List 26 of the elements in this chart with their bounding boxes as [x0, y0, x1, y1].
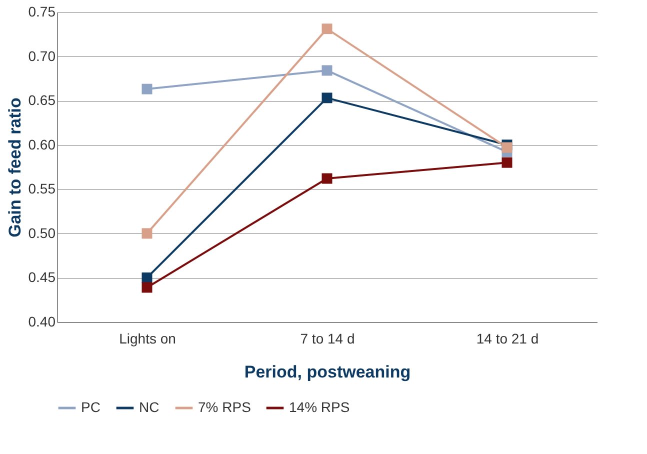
x-axis-title: Period, postweaning: [244, 362, 411, 382]
y-tick-label: 0.40: [28, 314, 56, 330]
y-tick-label: 0.55: [28, 180, 56, 197]
point: [322, 173, 332, 184]
y-tick-label: 0.45: [28, 269, 56, 286]
point: [322, 65, 332, 76]
legend-label: NC: [139, 399, 160, 415]
legend-label: PC: [81, 399, 100, 415]
point: [142, 228, 152, 239]
y-tick-label: 0.65: [28, 92, 56, 108]
y-tick-label: 0.60: [28, 136, 56, 152]
point: [322, 92, 332, 104]
point: [502, 157, 512, 168]
y-axis-title: Gain to feed ratio: [5, 98, 24, 238]
x-tick-label: 14 to 21 d: [476, 330, 539, 346]
legend-label: 7% RPS: [198, 399, 251, 415]
y-tick-label: 0.75: [28, 4, 56, 20]
y-tick-label: 0.50: [28, 224, 56, 241]
x-tick-label: Lights on: [119, 330, 176, 346]
point: [142, 84, 152, 94]
point: [322, 24, 332, 34]
x-tick-label: 7 to 14 d: [300, 330, 355, 346]
point: [502, 142, 512, 153]
legend-label: 14% RPS: [289, 399, 350, 415]
point: [142, 282, 152, 293]
y-tick-label: 0.70: [28, 48, 56, 64]
